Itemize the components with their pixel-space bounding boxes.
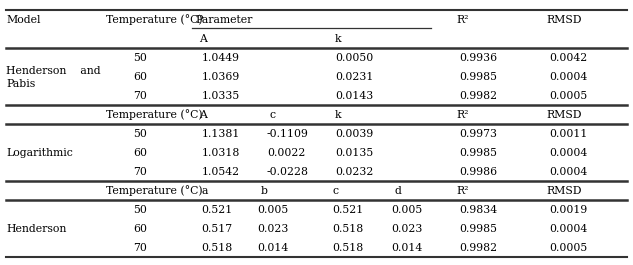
Text: A: A	[199, 110, 206, 120]
Text: Parameter: Parameter	[196, 15, 253, 25]
Text: 0.517: 0.517	[202, 224, 233, 234]
Text: 0.005: 0.005	[391, 205, 422, 215]
Text: 70: 70	[134, 167, 147, 177]
Text: c: c	[270, 110, 276, 120]
Text: R²: R²	[456, 110, 468, 120]
Text: 0.0232: 0.0232	[335, 167, 373, 177]
Text: 0.9985: 0.9985	[459, 72, 497, 82]
Text: 0.0005: 0.0005	[549, 243, 587, 253]
Text: 1.0449: 1.0449	[202, 53, 240, 63]
Text: Henderson    and: Henderson and	[6, 66, 101, 76]
Text: R²: R²	[456, 186, 468, 196]
Text: 0.0011: 0.0011	[549, 129, 587, 139]
Text: A: A	[199, 34, 206, 44]
Text: RMSD: RMSD	[546, 15, 582, 25]
Text: 0.518: 0.518	[332, 224, 363, 234]
Text: 0.023: 0.023	[391, 224, 422, 234]
Text: 70: 70	[134, 243, 147, 253]
Text: 0.9834: 0.9834	[459, 205, 498, 215]
Text: 50: 50	[134, 53, 147, 63]
Text: 0.0143: 0.0143	[335, 91, 373, 101]
Text: 1.0369: 1.0369	[202, 72, 240, 82]
Text: k: k	[335, 110, 342, 120]
Text: 0.0004: 0.0004	[549, 148, 587, 158]
Text: 0.014: 0.014	[258, 243, 289, 253]
Text: 0.023: 0.023	[258, 224, 289, 234]
Text: 0.9936: 0.9936	[459, 53, 498, 63]
Text: d: d	[394, 186, 401, 196]
Text: -0.1109: -0.1109	[267, 129, 309, 139]
Text: 0.9985: 0.9985	[459, 148, 497, 158]
Text: a: a	[202, 186, 208, 196]
Text: 0.014: 0.014	[391, 243, 422, 253]
Text: c: c	[332, 186, 338, 196]
Text: 0.518: 0.518	[202, 243, 233, 253]
Text: -0.0228: -0.0228	[267, 167, 309, 177]
Text: 0.521: 0.521	[332, 205, 363, 215]
Text: 0.0004: 0.0004	[549, 72, 587, 82]
Text: 0.0042: 0.0042	[549, 53, 587, 63]
Text: 1.0335: 1.0335	[202, 91, 240, 101]
Text: 50: 50	[134, 129, 147, 139]
Text: Logarithmic: Logarithmic	[6, 148, 73, 158]
Text: 70: 70	[134, 91, 147, 101]
Text: Temperature (°C): Temperature (°C)	[106, 109, 202, 120]
Text: 0.9973: 0.9973	[459, 129, 497, 139]
Text: 1.1381: 1.1381	[202, 129, 240, 139]
Text: 50: 50	[134, 205, 147, 215]
Text: 0.9985: 0.9985	[459, 224, 497, 234]
Text: 0.0019: 0.0019	[549, 205, 587, 215]
Text: 0.005: 0.005	[258, 205, 289, 215]
Text: 0.0135: 0.0135	[335, 148, 373, 158]
Text: 1.0318: 1.0318	[202, 148, 240, 158]
Text: 0.0005: 0.0005	[549, 91, 587, 101]
Text: RMSD: RMSD	[546, 186, 582, 196]
Text: 0.521: 0.521	[202, 205, 233, 215]
Text: 1.0542: 1.0542	[202, 167, 240, 177]
Text: 60: 60	[134, 72, 147, 82]
Text: 0.0022: 0.0022	[267, 148, 305, 158]
Text: Temperature (°C): Temperature (°C)	[106, 15, 202, 25]
Text: 0.0050: 0.0050	[335, 53, 373, 63]
Text: 0.0004: 0.0004	[549, 167, 587, 177]
Text: Model: Model	[6, 15, 41, 25]
Text: 0.9982: 0.9982	[459, 91, 498, 101]
Text: R²: R²	[456, 15, 468, 25]
Text: Pabis: Pabis	[6, 78, 35, 89]
Text: 0.0004: 0.0004	[549, 224, 587, 234]
Text: 60: 60	[134, 224, 147, 234]
Text: 0.518: 0.518	[332, 243, 363, 253]
Text: 0.0039: 0.0039	[335, 129, 373, 139]
Text: b: b	[261, 186, 268, 196]
Text: k: k	[335, 34, 342, 44]
Text: RMSD: RMSD	[546, 110, 582, 120]
Text: Temperature (°C): Temperature (°C)	[106, 185, 202, 196]
Text: 60: 60	[134, 148, 147, 158]
Text: 0.9982: 0.9982	[459, 243, 498, 253]
Text: 0.9986: 0.9986	[459, 167, 498, 177]
Text: 0.0231: 0.0231	[335, 72, 373, 82]
Text: Henderson: Henderson	[6, 224, 66, 234]
